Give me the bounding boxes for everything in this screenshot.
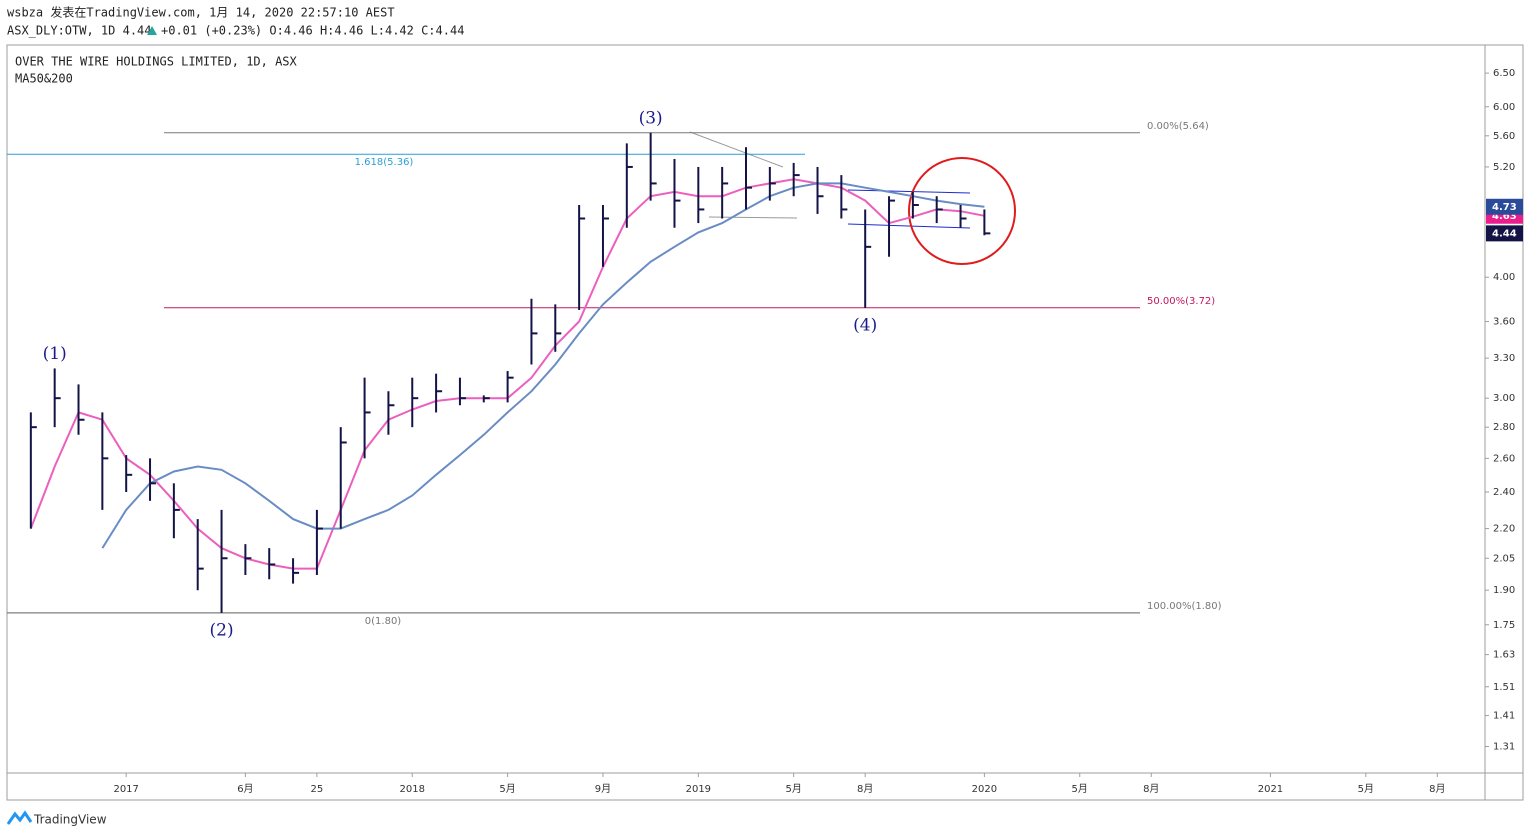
x-tick-label: 6月 (237, 783, 253, 795)
trend-line (689, 131, 784, 168)
level-label: 1.618(5.36) (355, 157, 414, 168)
level-label: 0.00%(5.64) (1147, 121, 1209, 132)
logo-text: TradingView (33, 813, 107, 827)
y-tick-label: 1.90 (1493, 585, 1515, 596)
up-arrow (147, 26, 157, 35)
chart-subtitle: MA50&200 (15, 72, 73, 86)
x-tick-label: 5月 (785, 783, 801, 795)
channel-top (847, 189, 971, 194)
x-tick-label: 8月 (1143, 783, 1159, 795)
price-badge-label: 4.73 (1492, 202, 1517, 213)
wave-label: (3) (639, 108, 663, 128)
y-tick-label: 1.31 (1493, 742, 1515, 753)
logo-icon (6, 810, 33, 825)
y-tick-label: 2.05 (1493, 553, 1515, 564)
wave-label: (4) (853, 315, 877, 335)
x-tick-label: 25 (311, 784, 324, 795)
chart-title: OVER THE WIRE HOLDINGS LIMITED, 1D, ASX (15, 55, 298, 69)
quote: ASX_DLY:OTW, 1D 4.44 (7, 24, 152, 38)
price-badge (1486, 198, 1523, 215)
x-tick-label: 2020 (972, 784, 997, 795)
y-tick-label: 2.40 (1493, 487, 1515, 498)
change: +0.01 (+0.23%) O:4.46 H:4.46 L:4.42 C:4.… (161, 24, 464, 38)
wave-label: (2) (210, 620, 234, 640)
y-tick-label: 1.51 (1493, 682, 1515, 693)
x-tick-label: 5月 (1358, 783, 1374, 795)
y-tick-label: 3.60 (1493, 317, 1515, 328)
moving-average (101, 182, 985, 549)
y-tick-label: 4.00 (1493, 272, 1515, 283)
x-tick-label: 2017 (113, 784, 138, 795)
y-tick-label: 2.60 (1493, 453, 1515, 464)
x-tick-label: 8月 (857, 783, 873, 795)
y-tick-label: 1.63 (1493, 650, 1515, 661)
level-label: 50.00%(3.72) (1147, 296, 1215, 307)
x-tick-label: 2018 (400, 784, 425, 795)
highlight-circle (908, 157, 1016, 265)
price-badge-label: 4.63 (1492, 211, 1517, 222)
y-tick-label: 1.75 (1493, 620, 1515, 631)
price-badge-label: 4.44 (1492, 228, 1517, 239)
y-tick-label: 3.00 (1493, 393, 1515, 404)
y-tick-label: 2.80 (1493, 422, 1515, 433)
y-tick-label: 5.60 (1493, 131, 1515, 142)
level-label: 0(1.80) (365, 616, 402, 627)
y-tick-label: 3.30 (1493, 353, 1515, 364)
support-line (708, 216, 798, 219)
level-label: 100.00%(1.80) (1147, 601, 1222, 612)
wave-label: (1) (43, 344, 67, 364)
y-tick-label: 6.50 (1493, 68, 1515, 79)
x-tick-label: 5月 (1072, 783, 1088, 795)
y-tick-label: 1.41 (1493, 711, 1515, 722)
y-tick-label: 6.00 (1493, 102, 1515, 113)
x-tick-label: 5月 (499, 783, 515, 795)
x-tick-label: 2019 (686, 784, 711, 795)
x-tick-label: 2021 (1258, 784, 1283, 795)
x-tick-label: 8月 (1429, 783, 1445, 795)
y-tick-label: 5.20 (1493, 162, 1515, 173)
frame (6, 44, 1524, 801)
price-badge (1486, 225, 1523, 242)
y-tick-label: 2.20 (1493, 524, 1515, 535)
publisher: wsbza 发表在TradingView.com, 1月 14, 2020 22… (7, 5, 395, 20)
x-tick-label: 9月 (595, 783, 611, 795)
channel-bottom (847, 223, 971, 229)
